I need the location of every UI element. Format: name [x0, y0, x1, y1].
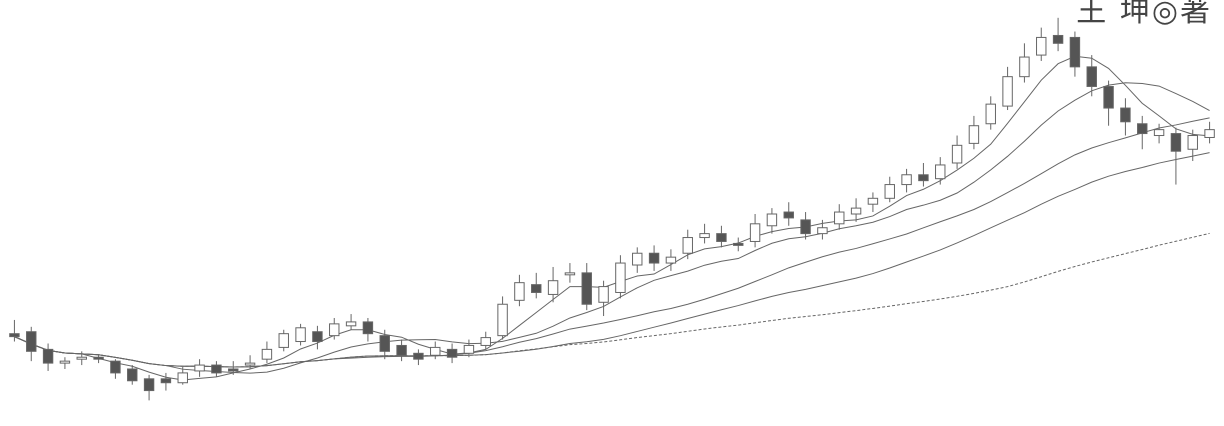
- candle-body: [918, 174, 929, 182]
- candle-body: [615, 262, 626, 293]
- candle-body: [127, 368, 138, 382]
- candle-body: [362, 321, 374, 335]
- candle-body: [1137, 123, 1148, 135]
- candle-body: [1069, 36, 1081, 68]
- candle-body: [547, 280, 559, 295]
- candle-body: [514, 282, 525, 301]
- candle-body: [935, 164, 946, 180]
- candle-body: [194, 364, 205, 372]
- candle-body: [1170, 133, 1182, 152]
- candle-body: [766, 213, 778, 227]
- candle-body: [733, 242, 744, 246]
- candle-body: [884, 184, 895, 199]
- candle-body: [497, 303, 508, 337]
- candle-body: [968, 125, 980, 144]
- moving-average-layer: [14, 55, 1210, 381]
- candle-body: [42, 348, 54, 364]
- candle-body: [312, 331, 323, 343]
- candle-body: [446, 348, 458, 358]
- author-caption: 王 坤◎著: [1076, 0, 1212, 29]
- candle-body: [800, 219, 811, 235]
- moving-average-line-ma5: [14, 55, 1210, 381]
- candle-body: [682, 237, 693, 254]
- candle-body: [59, 360, 71, 364]
- moving-average-line-ma30: [14, 152, 1210, 368]
- candle-body: [531, 284, 542, 293]
- candle-body: [1204, 129, 1215, 138]
- candle-body: [93, 356, 104, 360]
- candle-body: [76, 356, 87, 360]
- candle-body: [379, 335, 390, 352]
- candle-body: [699, 233, 710, 239]
- candle-body: [143, 378, 155, 392]
- candle-body: [985, 103, 996, 125]
- candle-layer: [9, 17, 1215, 401]
- candle-body: [228, 368, 239, 372]
- candle-body: [480, 337, 491, 346]
- candle-body: [110, 360, 121, 374]
- candle-body: [1120, 107, 1131, 123]
- candle-body: [26, 331, 37, 352]
- candle-body: [867, 197, 879, 205]
- candle-body: [598, 286, 609, 303]
- candle-body: [850, 207, 862, 215]
- moving-average-line-ma20: [14, 117, 1210, 368]
- candle-body: [1086, 66, 1097, 87]
- candle-body: [1036, 36, 1047, 56]
- candle-body: [177, 372, 188, 384]
- candle-body: [211, 364, 222, 374]
- candle-body: [463, 344, 475, 354]
- candle-body: [1153, 129, 1165, 137]
- candle-body: [1002, 76, 1013, 107]
- candle-body: [9, 333, 20, 338]
- candle-body: [396, 344, 407, 356]
- candle-body: [244, 362, 256, 366]
- moving-average-line-ma60: [14, 232, 1210, 368]
- candle-body: [834, 211, 845, 225]
- candle-body: [817, 227, 828, 235]
- moving-average-line-ma10: [14, 82, 1210, 374]
- candle-body: [1187, 135, 1198, 150]
- candle-body: [783, 211, 794, 219]
- candle-body: [648, 252, 660, 264]
- candle-body: [1052, 34, 1064, 44]
- candle-body: [413, 352, 424, 360]
- candle-body: [564, 272, 576, 276]
- candle-body: [951, 144, 963, 164]
- candle-body: [749, 223, 761, 242]
- candle-body: [430, 346, 441, 356]
- candle-body: [329, 323, 340, 337]
- candle-body: [581, 272, 592, 305]
- candle-body: [295, 327, 306, 343]
- candle-body: [1103, 85, 1114, 109]
- candle-body: [160, 378, 172, 384]
- candle-body: [278, 333, 289, 348]
- candle-body: [632, 252, 643, 266]
- candle-body: [901, 174, 912, 186]
- candle-body: [261, 348, 273, 360]
- candle-body: [345, 321, 357, 327]
- candle-body: [716, 233, 727, 242]
- candle-body: [665, 256, 677, 264]
- candle-body: [1019, 56, 1030, 78]
